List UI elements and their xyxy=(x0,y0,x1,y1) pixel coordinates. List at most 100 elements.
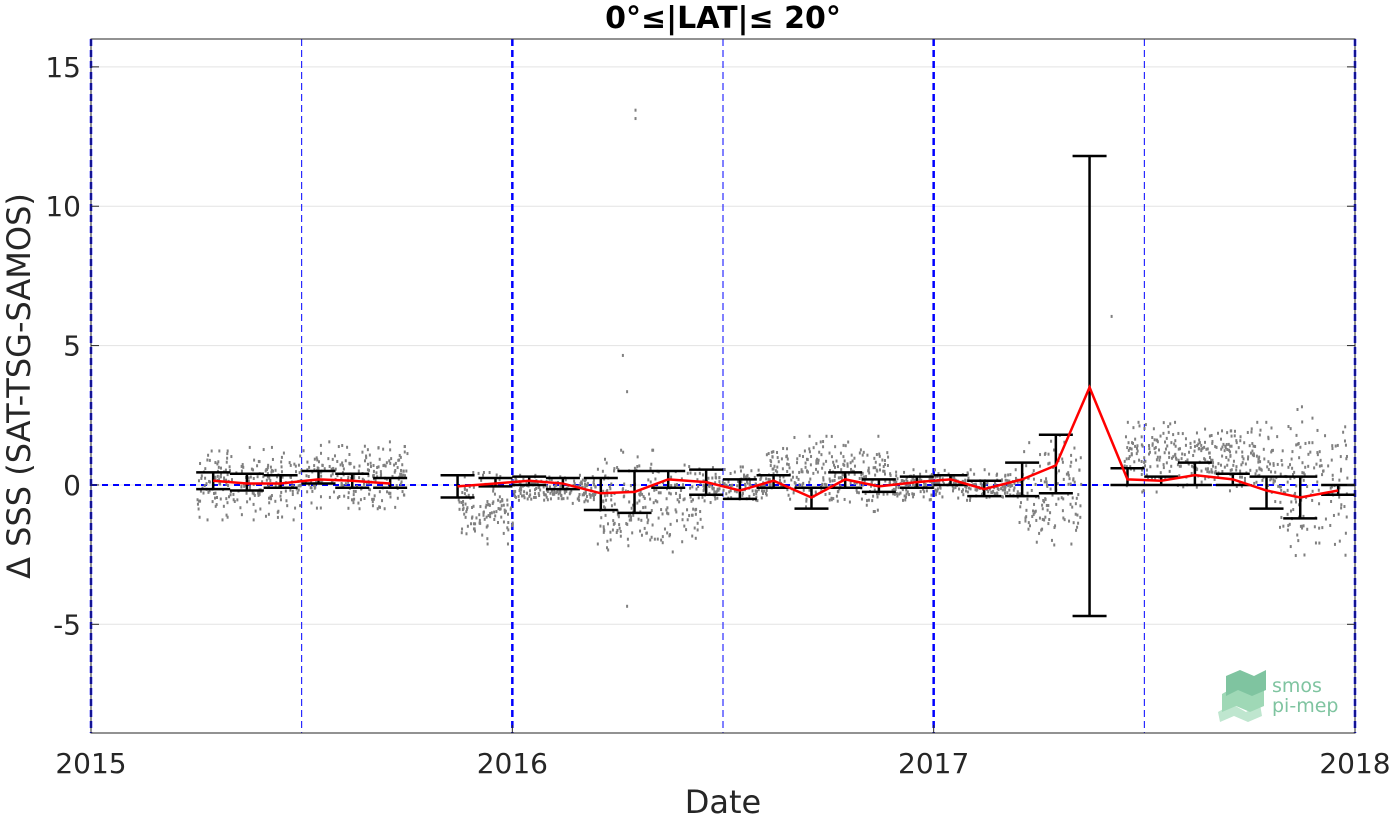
scatter-point xyxy=(876,495,879,499)
scatter-point xyxy=(669,522,672,526)
scatter-point xyxy=(665,508,668,512)
scatter-point xyxy=(537,486,540,490)
scatter-point xyxy=(922,487,925,491)
scatter-point xyxy=(1135,452,1138,456)
scatter-point xyxy=(604,457,607,461)
scatter-point xyxy=(208,489,211,493)
scatter-point xyxy=(715,490,718,494)
outlier-point xyxy=(634,108,637,112)
scatter-point xyxy=(606,539,609,543)
scatter-point xyxy=(588,492,591,496)
scatter-point xyxy=(217,465,220,469)
scatter-point xyxy=(1232,463,1235,467)
scatter-point xyxy=(576,497,579,501)
scatter-point xyxy=(276,515,279,519)
scatter-point xyxy=(711,476,714,480)
scatter-point xyxy=(1260,468,1263,472)
scatter-point xyxy=(207,490,210,494)
scatter-point xyxy=(846,464,849,468)
scatter-point xyxy=(1204,427,1207,431)
scatter-point xyxy=(328,440,331,444)
scatter-point xyxy=(718,480,721,484)
scatter-point xyxy=(714,497,717,501)
scatter-point xyxy=(1295,500,1298,504)
scatter-point xyxy=(485,525,488,529)
scatter-point xyxy=(270,470,273,474)
scatter-point xyxy=(825,459,828,463)
scatter-point xyxy=(557,496,560,500)
scatter-point xyxy=(1225,443,1228,447)
scatter-point xyxy=(694,508,697,512)
scatter-point xyxy=(546,498,549,502)
scatter-point xyxy=(703,484,706,488)
scatter-point xyxy=(1270,426,1273,430)
scatter-point xyxy=(586,499,589,503)
scatter-point xyxy=(396,496,399,500)
scatter-point xyxy=(252,468,255,472)
scatter-point xyxy=(1046,508,1049,512)
scatter-point xyxy=(1007,484,1010,488)
scatter-point xyxy=(542,485,545,489)
scatter-point xyxy=(731,483,734,487)
scatter-point xyxy=(675,510,678,514)
scatter-point xyxy=(647,518,650,522)
scatter-point xyxy=(592,498,595,502)
scatter-point xyxy=(313,457,316,461)
scatter-point xyxy=(703,499,706,503)
scatter-point xyxy=(1229,468,1232,472)
scatter-point xyxy=(225,478,228,482)
scatter-point xyxy=(683,497,686,501)
scatter-point xyxy=(1027,476,1030,480)
scatter-point xyxy=(987,490,990,494)
scatter-point xyxy=(613,469,616,473)
scatter-point xyxy=(842,462,845,466)
scatter-point xyxy=(1206,447,1209,451)
scatter-point xyxy=(1136,446,1139,450)
scatter-point xyxy=(768,478,771,482)
scatter-point xyxy=(269,465,272,469)
scatter-point xyxy=(340,482,343,486)
scatter-point xyxy=(896,494,899,498)
scatter-point xyxy=(876,492,879,496)
scatter-point xyxy=(254,509,257,513)
y-tick-label: -5 xyxy=(53,608,81,641)
scatter-point xyxy=(222,504,225,508)
scatter-point xyxy=(493,517,496,521)
scatter-point xyxy=(331,457,334,461)
scatter-point xyxy=(240,513,243,517)
scatter-point xyxy=(1200,447,1203,451)
scatter-point xyxy=(650,509,653,513)
scatter-point xyxy=(1272,478,1275,482)
scatter-point xyxy=(1056,482,1059,486)
scatter-point xyxy=(1193,444,1196,448)
scatter-point xyxy=(1276,435,1279,439)
scatter-point xyxy=(292,484,295,488)
scatter-point xyxy=(319,506,322,510)
scatter-point xyxy=(653,488,656,492)
scatter-point xyxy=(657,491,660,495)
scatter-point xyxy=(671,550,674,554)
scatter-point xyxy=(674,508,677,512)
scatter-point xyxy=(1316,428,1319,432)
scatter-point xyxy=(853,456,856,460)
scatter-point xyxy=(486,542,489,546)
scatter-point xyxy=(228,469,231,473)
scatter-point xyxy=(714,475,717,479)
scatter-point xyxy=(718,487,721,491)
scatter-point xyxy=(888,479,891,483)
scatter-point xyxy=(1223,465,1226,469)
scatter-point xyxy=(935,492,938,496)
scatter-point xyxy=(1290,457,1293,461)
scatter-point xyxy=(873,510,876,514)
scatter-point xyxy=(352,501,355,505)
scatter-point xyxy=(1306,485,1309,489)
scatter-point xyxy=(1182,485,1185,489)
scatter-point xyxy=(748,482,751,486)
scatter-point xyxy=(919,472,922,476)
scatter-point xyxy=(363,482,366,486)
scatter-point xyxy=(495,510,498,514)
scatter-point xyxy=(874,473,877,477)
scatter-point xyxy=(1208,451,1211,455)
scatter-point xyxy=(778,475,781,479)
scatter-point xyxy=(378,457,381,461)
